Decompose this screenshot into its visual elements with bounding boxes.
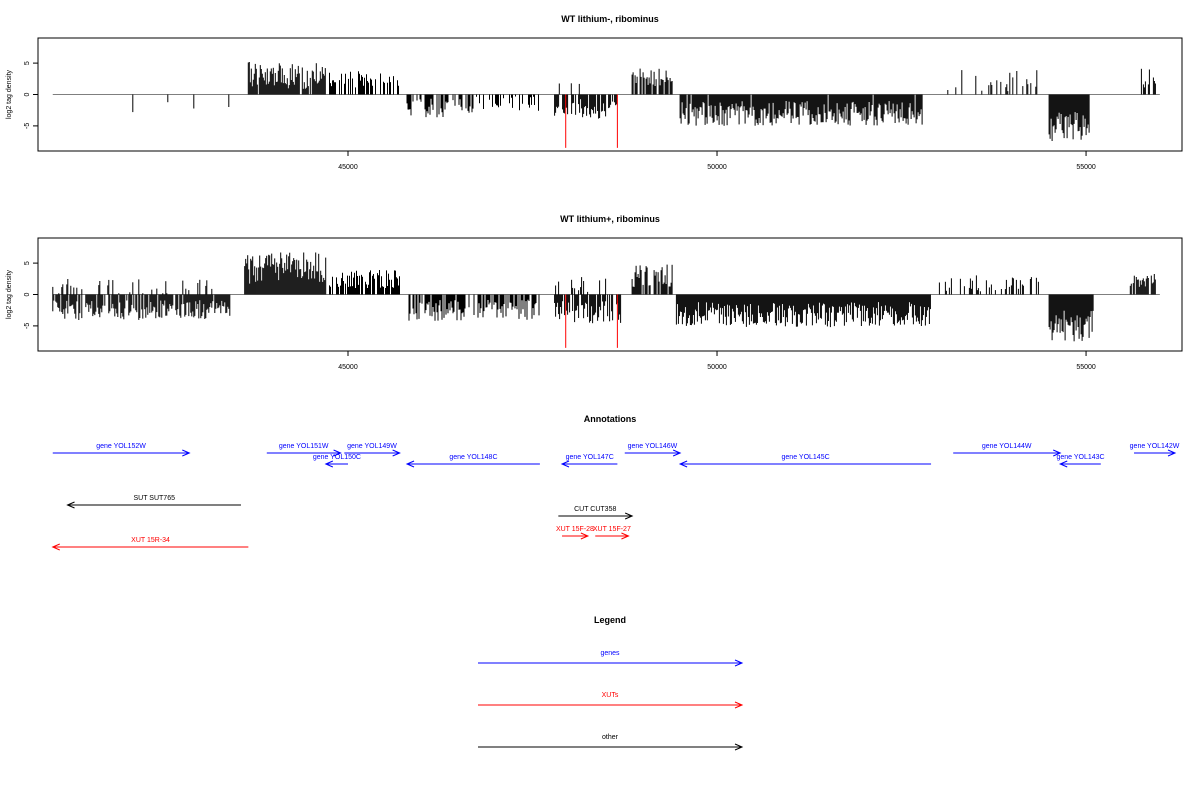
- annotation-arrow: [324, 460, 348, 468]
- x-tick-label: 55000: [1076, 164, 1096, 171]
- panel-title: WT lithium+, ribominus: [560, 214, 660, 224]
- annotation-features: gene YOL152W gene YOL151W gene YOL149W gene…: [51, 443, 1180, 551]
- annotation-feature: gene YOL149W: [344, 443, 401, 457]
- annotation-label: gene YOL145C: [782, 454, 830, 461]
- y-axis-label: log2 tag density: [6, 269, 13, 319]
- y-tick-label: 0: [24, 292, 31, 296]
- density-bars: [52, 252, 1160, 348]
- annotation-label: XUT 15R-34: [131, 537, 170, 544]
- y-tick-label: 5: [24, 261, 31, 265]
- annotations-track: Annotations gene YOL152W gene YOL151W gene…: [51, 414, 1180, 551]
- track-panel-lithium-minus: WT lithium-, ribominus log2 tag density …: [6, 14, 1183, 171]
- annotations-title: Annotations: [584, 414, 637, 424]
- annotation-arrow: [405, 460, 540, 468]
- annotation-arrow: [1058, 460, 1101, 468]
- y-tick-label: -5: [24, 123, 31, 129]
- legend-arrow: [478, 659, 744, 667]
- annotation-label: gene YOL143C: [1056, 454, 1104, 461]
- legend-label: genes: [600, 650, 620, 657]
- annotation-feature: SUT SUT765: [66, 495, 241, 509]
- annotation-label: gene YOL151W: [279, 443, 329, 450]
- annotation-label: gene YOL150C: [313, 454, 361, 461]
- annotation-arrow: [624, 449, 682, 457]
- annotation-arrow: [678, 460, 932, 468]
- legend-arrow: [478, 701, 744, 709]
- annotation-label: gene YOL144W: [982, 443, 1032, 450]
- annotation-arrow: [266, 449, 342, 457]
- x-tick-label: 55000: [1076, 364, 1096, 371]
- annotation-feature: gene YOL145C: [678, 454, 932, 468]
- annotation-arrow: [562, 532, 590, 540]
- density-bars: [52, 62, 1160, 148]
- annotation-arrow: [66, 501, 241, 509]
- annotation-feature: CUT CUT358: [558, 506, 634, 520]
- legend-title: Legend: [594, 615, 626, 625]
- x-tick-label: 45000: [338, 164, 358, 171]
- annotation-feature: XUT 15F-27: [593, 526, 631, 540]
- annotation-feature: gene YOL142W: [1130, 443, 1180, 457]
- annotation-feature: gene YOL143C: [1056, 454, 1105, 468]
- annotation-label: gene YOL147C: [566, 454, 614, 461]
- annotation-feature: gene YOL146W: [624, 443, 682, 457]
- annotation-label: gene YOL152W: [96, 443, 146, 450]
- annotation-label: XUT 15F-27: [593, 526, 631, 533]
- annotation-label: gene YOL149W: [347, 443, 397, 450]
- legend: Legend genes XUTs other: [478, 615, 744, 751]
- annotation-feature: gene YOL144W: [953, 443, 1062, 457]
- legend-arrow: [478, 743, 744, 751]
- y-tick-label: 0: [24, 92, 31, 96]
- annotation-arrow: [558, 512, 634, 520]
- annotation-label: CUT CUT358: [574, 506, 616, 513]
- legend-label: XUTs: [602, 692, 619, 699]
- annotation-label: gene YOL148C: [449, 454, 497, 461]
- panel-title: WT lithium-, ribominus: [561, 14, 659, 24]
- axes: 45000 50000 55000 -5 0 5: [24, 261, 1096, 371]
- annotation-feature: gene YOL151W: [266, 443, 342, 457]
- y-tick-label: -5: [24, 323, 31, 329]
- axes: 45000 50000 55000 -5 0 5: [24, 61, 1096, 171]
- legend-entry: genes: [478, 650, 744, 667]
- x-tick-label: 45000: [338, 364, 358, 371]
- annotation-label: SUT SUT765: [133, 495, 175, 502]
- annotation-arrow: [344, 449, 401, 457]
- annotation-arrow: [52, 449, 191, 457]
- annotation-arrow: [1134, 449, 1177, 457]
- annotation-arrow: [953, 449, 1062, 457]
- y-tick-label: 5: [24, 61, 31, 65]
- x-tick-label: 50000: [707, 164, 727, 171]
- annotation-feature: gene YOL147C: [560, 454, 618, 468]
- legend-label: other: [602, 734, 619, 741]
- legend-entries: genes XUTs other: [478, 650, 744, 751]
- annotation-feature: gene YOL152W: [52, 443, 191, 457]
- annotation-arrow: [595, 532, 630, 540]
- legend-entry: XUTs: [478, 692, 744, 709]
- annotation-feature: gene YOL148C: [405, 454, 540, 468]
- annotation-feature: XUT 15R-34: [51, 537, 249, 551]
- x-tick-label: 50000: [707, 364, 727, 371]
- annotation-arrow: [51, 543, 249, 551]
- annotation-feature: XUT 15F-28: [556, 526, 594, 540]
- annotation-label: XUT 15F-28: [556, 526, 594, 533]
- track-panel-lithium-plus: WT lithium+, ribominus log2 tag density …: [6, 214, 1183, 371]
- annotation-arrow: [560, 460, 618, 468]
- annotation-label: gene YOL142W: [1130, 443, 1180, 450]
- annotation-feature: gene YOL150C: [313, 454, 361, 468]
- y-axis-label: log2 tag density: [6, 69, 13, 119]
- legend-entry: other: [478, 734, 744, 751]
- annotation-label: gene YOL146W: [628, 443, 678, 450]
